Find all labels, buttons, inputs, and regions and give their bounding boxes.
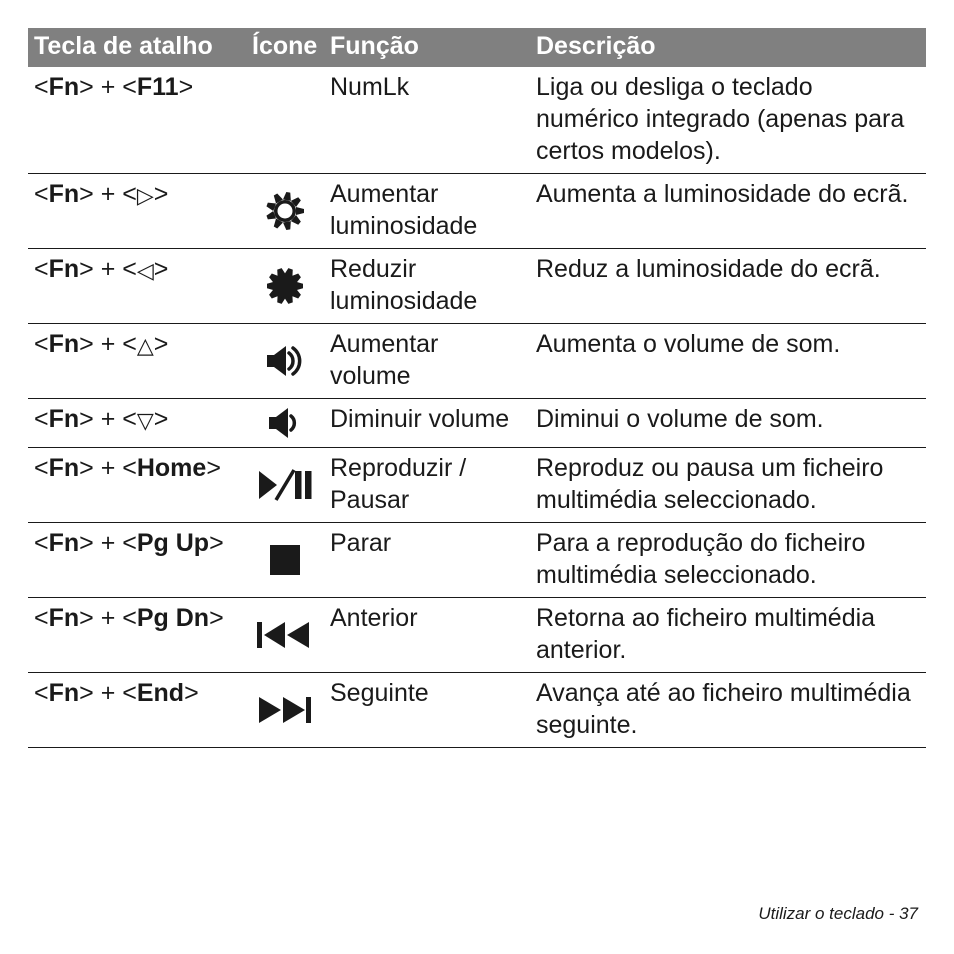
description-cell: Liga ou desliga o teclado numérico integ… [530, 67, 926, 174]
volume-down-icon [246, 399, 324, 447]
icon-cell [246, 399, 324, 448]
icon-cell [246, 324, 324, 399]
icon-cell [246, 174, 324, 249]
function-cell: Reproduzir / Pausar [324, 448, 530, 523]
col-function: Função [324, 28, 530, 67]
brightness-down-icon [246, 262, 324, 310]
page-footer: Utilizar o teclado - 37 [758, 904, 918, 924]
function-cell: Seguinte [324, 673, 530, 748]
function-cell: Reduzir luminosidade [324, 249, 530, 324]
description-cell: Aumenta a luminosidade do ecrã. [530, 174, 926, 249]
description-cell: Aumenta o volume de som. [530, 324, 926, 399]
description-cell: Avança até ao ficheiro multimédia seguin… [530, 673, 926, 748]
next-icon [246, 686, 324, 734]
brightness-up-icon [246, 187, 324, 235]
description-cell: Retorna ao ficheiro multimédia anterior. [530, 598, 926, 673]
icon-cell [246, 598, 324, 673]
hotkey-cell: <Fn> + <▽> [28, 399, 246, 448]
function-cell: Anterior [324, 598, 530, 673]
function-cell: NumLk [324, 67, 530, 174]
previous-icon [246, 611, 324, 659]
none-icon [246, 96, 324, 144]
function-cell: Aumentar volume [324, 324, 530, 399]
table-row: <Fn> + <End> SeguinteAvança até ao fiche… [28, 673, 926, 748]
volume-up-icon [246, 337, 324, 385]
table-row: <Fn> + <△> Aumentar volumeAumenta o volu… [28, 324, 926, 399]
hotkey-cell: <Fn> + <Home> [28, 448, 246, 523]
hotkey-cell: <Fn> + <Pg Dn> [28, 598, 246, 673]
function-cell: Diminuir volume [324, 399, 530, 448]
stop-icon [246, 536, 324, 584]
description-cell: Diminui o volume de som. [530, 399, 926, 448]
description-cell: Reproduz ou pausa um ficheiro multimédia… [530, 448, 926, 523]
hotkey-cell: <Fn> + <▷> [28, 174, 246, 249]
description-cell: Reduz a luminosidade do ecrã. [530, 249, 926, 324]
page: Tecla de atalho Ícone Função Descrição <… [0, 0, 954, 748]
function-cell: Aumentar luminosidade [324, 174, 530, 249]
hotkey-cell: <Fn> + <End> [28, 673, 246, 748]
hotkey-cell: <Fn> + <◁> [28, 249, 246, 324]
table-row: <Fn> + <▷> Aumentar luminosidadeAumenta … [28, 174, 926, 249]
col-description: Descrição [530, 28, 926, 67]
play-pause-icon [246, 461, 324, 509]
hotkey-cell: <Fn> + <△> [28, 324, 246, 399]
table-row: <Fn> + <▽> Diminuir volumeDiminui o volu… [28, 399, 926, 448]
table-header-row: Tecla de atalho Ícone Função Descrição [28, 28, 926, 67]
col-icon: Ícone [246, 28, 324, 67]
table-row: <Fn> + <F11> NumLkLiga ou desliga o tecla… [28, 67, 926, 174]
hotkey-table: Tecla de atalho Ícone Função Descrição <… [28, 28, 926, 748]
col-hotkey: Tecla de atalho [28, 28, 246, 67]
table-row: <Fn> + <Pg Up> PararPara a reprodução do … [28, 523, 926, 598]
description-cell: Para a reprodução do ficheiro multimédia… [530, 523, 926, 598]
icon-cell [246, 673, 324, 748]
table-row: <Fn> + <◁> Reduzir luminosidadeReduz a l… [28, 249, 926, 324]
table-row: <Fn> + <Home> Reproduzir / PausarReprodu… [28, 448, 926, 523]
table-body: <Fn> + <F11> NumLkLiga ou desliga o tecla… [28, 67, 926, 748]
icon-cell [246, 67, 324, 174]
table-row: <Fn> + <Pg Dn> AnteriorRetorna ao fichei… [28, 598, 926, 673]
hotkey-cell: <Fn> + <F11> [28, 67, 246, 174]
icon-cell [246, 523, 324, 598]
hotkey-cell: <Fn> + <Pg Up> [28, 523, 246, 598]
icon-cell [246, 448, 324, 523]
icon-cell [246, 249, 324, 324]
function-cell: Parar [324, 523, 530, 598]
